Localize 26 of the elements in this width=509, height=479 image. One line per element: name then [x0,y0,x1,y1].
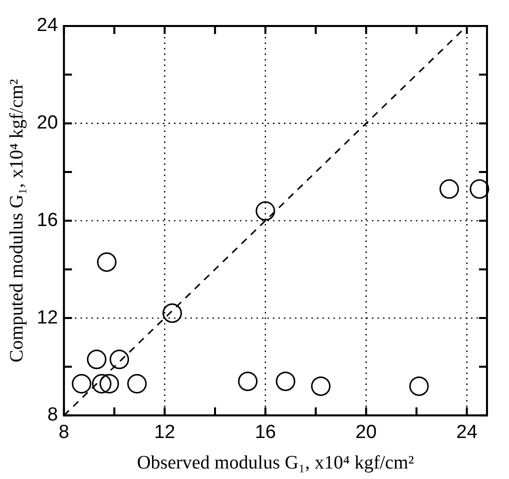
y-tick-label: 20 [36,112,58,134]
point [238,372,258,392]
y-axis-title: Computed modulus G₁, x10⁴ kgf/cm² [6,78,28,362]
point [100,374,120,394]
y-tick-label: 24 [36,15,58,36]
x-axis-title: Observed modulus G₁, x10⁴ kgf/cm² [136,452,414,474]
x-tick-label: 20 [356,422,377,444]
point [409,376,429,396]
point [470,179,490,199]
point [162,303,182,323]
y-tick-label: 16 [36,210,58,231]
point [72,374,92,394]
point [92,374,112,394]
y-tick-label: 8 [47,404,58,426]
point [439,179,459,199]
x-tick-label: 16 [254,422,276,444]
point [276,372,296,392]
x-tick-label: 12 [154,422,176,444]
point [311,376,331,396]
point [127,374,147,394]
point [256,201,276,221]
y-tick-label: 12 [36,307,58,328]
point [96,252,116,272]
point [86,350,106,370]
x-tick-label: 24 [456,422,478,444]
point [110,350,130,370]
